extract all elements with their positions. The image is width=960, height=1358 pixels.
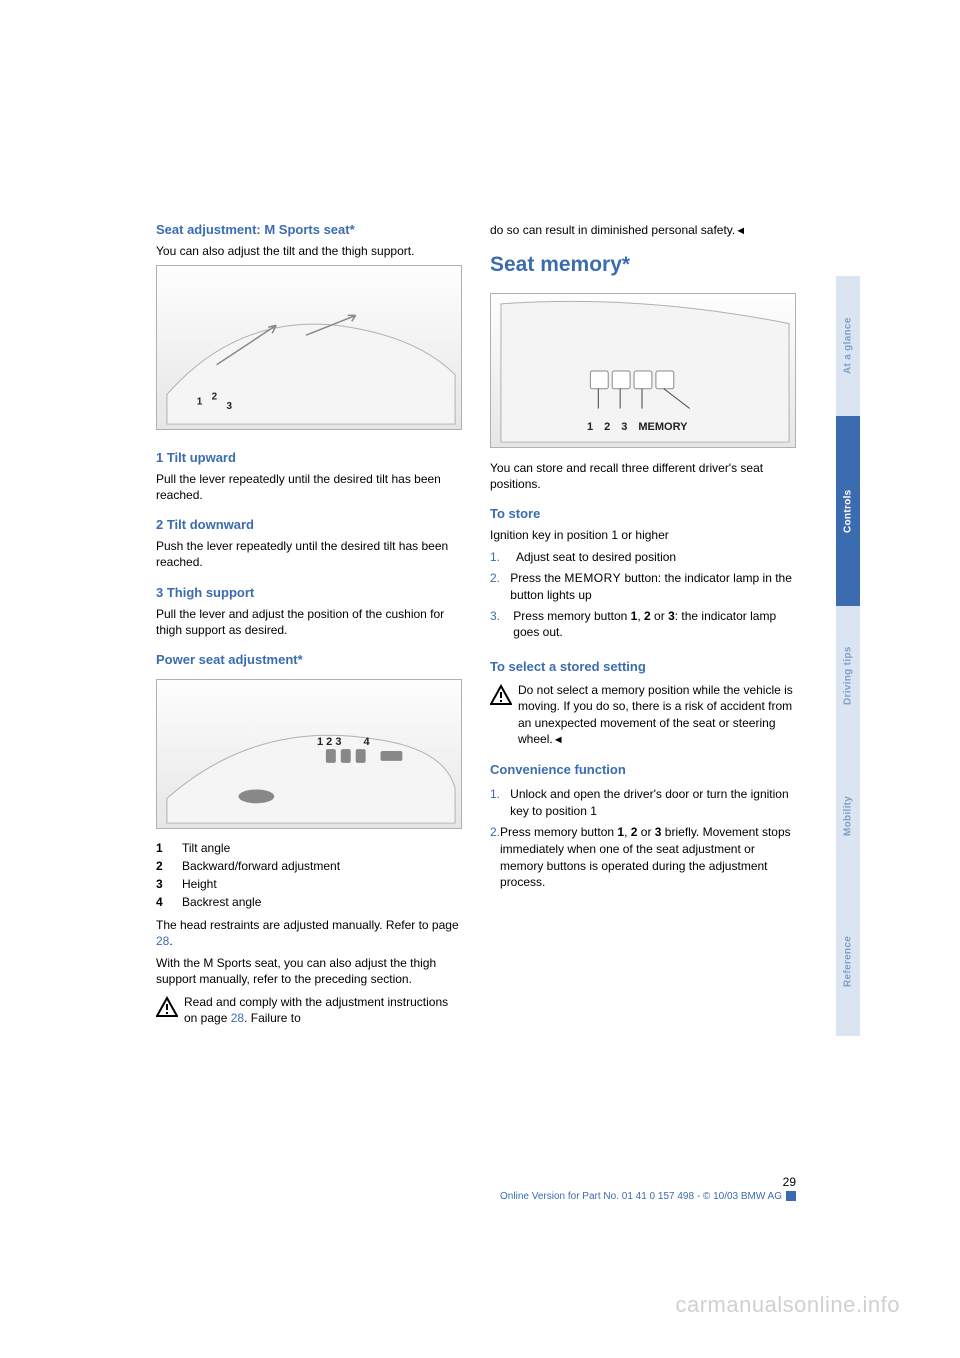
list-text: Adjust seat to desired position <box>516 549 676 566</box>
def-num: 4 <box>156 893 182 911</box>
power-seat-definitions: 1Tilt angle 2Backward/forward adjustment… <box>156 839 462 911</box>
warning-icon <box>156 996 178 1018</box>
text-segment: or <box>651 609 668 623</box>
heading-seat-memory: Seat memory* <box>490 253 796 277</box>
caution-text: Do not select a memory position while th… <box>518 682 796 747</box>
list-text: Unlock and open the driver's door or tur… <box>510 786 796 820</box>
heading-convenience: Convenience function <box>490 762 796 779</box>
text-segment: Press the <box>510 571 564 585</box>
text-thigh-support: Pull the lever and adjust the position o… <box>156 606 462 638</box>
page-content: Seat adjustment: M Sports seat* You can … <box>156 222 796 1026</box>
footer-line: Online Version for Part No. 01 41 0 157 … <box>500 1191 782 1202</box>
list-num: 3. <box>490 608 513 642</box>
page-number: 29 <box>156 1175 796 1189</box>
end-marker-icon: ◄ <box>735 225 746 237</box>
tab-reference[interactable]: Reference <box>836 886 860 1036</box>
def-text: Backward/forward adjustment <box>182 857 340 875</box>
memory-label: MEMORY <box>564 571 621 585</box>
figure-power-seat-labels: 1 2 3 4 <box>317 736 370 748</box>
text-ignition: Ignition key in position 1 or higher <box>490 527 796 543</box>
page-footer: 29 Online Version for Part No. 01 41 0 1… <box>156 1175 796 1202</box>
page-ref-link[interactable]: 28 <box>156 934 169 948</box>
figure-m-sports-seat: 1 2 3 <box>156 265 462 430</box>
svg-text:2: 2 <box>212 391 218 402</box>
def-num: 1 <box>156 839 182 857</box>
text-memory-intro: You can store and recall three different… <box>490 460 796 492</box>
left-column: Seat adjustment: M Sports seat* You can … <box>156 222 462 1026</box>
def-num: 3 <box>156 875 182 893</box>
def-text: Height <box>182 875 217 893</box>
text-segment: Press memory button <box>513 609 630 623</box>
figure-power-seat: 1 2 3 4 <box>156 679 462 829</box>
heading-tilt-upward: 1 Tilt upward <box>156 450 462 467</box>
side-tabs: At a glance Controls Driving tips Mobili… <box>836 276 860 1036</box>
tab-controls[interactable]: Controls <box>836 416 860 606</box>
list-num: 1. <box>490 549 516 566</box>
heading-to-select: To select a stored setting <box>490 659 796 676</box>
footer-square-icon <box>786 1191 796 1201</box>
caution-text: Read and comply with the adjustment inst… <box>184 994 462 1026</box>
bold-num: 3 <box>668 609 675 623</box>
caution-block: Do not select a memory position while th… <box>490 682 796 747</box>
def-num: 2 <box>156 857 182 875</box>
def-row: 4Backrest angle <box>156 893 462 911</box>
def-text: Backrest angle <box>182 893 261 911</box>
heading-thigh-support: 3 Thigh support <box>156 585 462 602</box>
page-ref-link[interactable]: 28 <box>231 1011 244 1025</box>
heading-seat-adjustment: Seat adjustment: M Sports seat* <box>156 222 462 239</box>
list-text: Press memory button 1, 2 or 3 briefly. M… <box>500 824 796 891</box>
store-steps: 1. Adjust seat to desired position 2. Pr… <box>490 549 796 645</box>
list-text: Press memory button 1, 2 or 3: the indic… <box>513 608 796 642</box>
text-head-restraint: The head restraints are adjusted manuall… <box>156 917 462 949</box>
list-item: 3. Press memory button 1, 2 or 3: the in… <box>490 608 796 642</box>
list-num: 1. <box>490 786 510 820</box>
convenience-steps: 1. Unlock and open the driver's door or … <box>490 786 796 895</box>
text-segment: , <box>624 825 631 839</box>
watermark: carmanualsonline.info <box>675 1292 900 1318</box>
text-continuation: do so can result in diminished personal … <box>490 222 796 239</box>
list-text: Press the MEMORY button: the indicator l… <box>510 570 796 604</box>
text-tilt-downward: Push the lever repeatedly until the desi… <box>156 538 462 570</box>
tab-at-a-glance[interactable]: At a glance <box>836 276 860 416</box>
def-row: 3Height <box>156 875 462 893</box>
right-column: do so can result in diminished personal … <box>490 222 796 1026</box>
bold-num: 2 <box>644 609 651 623</box>
text-m-sports-ref: With the M Sports seat, you can also adj… <box>156 955 462 987</box>
text-segment: or <box>637 825 654 839</box>
svg-text:3: 3 <box>227 401 233 412</box>
figure-seat-memory: 1 2 3 MEMORY <box>490 293 796 448</box>
text-segment: . <box>169 934 172 948</box>
caution-block: Read and comply with the adjustment inst… <box>156 994 462 1026</box>
def-text: Tilt angle <box>182 839 230 857</box>
svg-text:1: 1 <box>197 396 203 407</box>
text-segment: Press memory button <box>500 825 617 839</box>
warning-icon <box>490 684 512 706</box>
text-segment: Read and comply with the adjustment inst… <box>184 995 448 1025</box>
end-marker-icon: ◄ <box>553 734 564 746</box>
tab-mobility[interactable]: Mobility <box>836 746 860 886</box>
text-segment: The head restraints are adjusted manuall… <box>156 918 459 932</box>
list-item: 1. Unlock and open the driver's door or … <box>490 786 796 820</box>
heading-power-seat: Power seat adjustment* <box>156 652 462 669</box>
heading-to-store: To store <box>490 506 796 523</box>
figure-seat-memory-labels: 1 2 3 MEMORY <box>587 421 687 433</box>
def-row: 1Tilt angle <box>156 839 462 857</box>
list-num: 2. <box>490 824 500 891</box>
text-segment: do so can result in diminished personal … <box>490 223 735 237</box>
tab-driving-tips[interactable]: Driving tips <box>836 606 860 746</box>
list-item: 2. Press memory button 1, 2 or 3 briefly… <box>490 824 796 891</box>
text-tilt-upward: Pull the lever repeatedly until the desi… <box>156 471 462 503</box>
list-item: 2. Press the MEMORY button: the indicato… <box>490 570 796 604</box>
list-num: 2. <box>490 570 510 604</box>
text-segment: . Failure to <box>244 1011 301 1025</box>
heading-tilt-downward: 2 Tilt downward <box>156 517 462 534</box>
text-intro: You can also adjust the tilt and the thi… <box>156 243 462 259</box>
list-item: 1. Adjust seat to desired position <box>490 549 796 566</box>
def-row: 2Backward/forward adjustment <box>156 857 462 875</box>
